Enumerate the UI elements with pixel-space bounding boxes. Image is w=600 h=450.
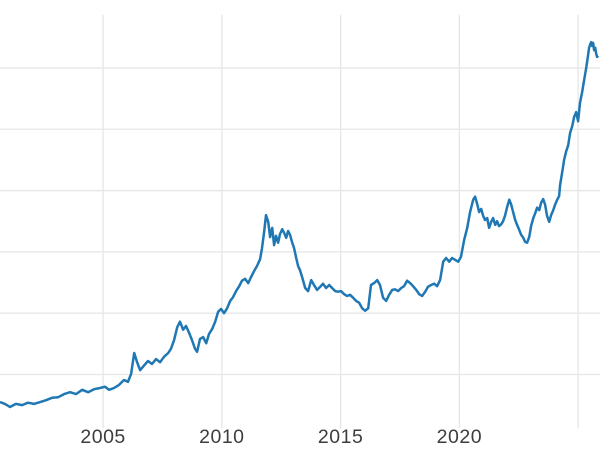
x-tick-label-2020: 2020 [436, 426, 483, 448]
price-line [0, 40, 600, 409]
x-tick-label-2010: 2010 [199, 426, 245, 448]
x-tick-label-2005: 2005 [80, 426, 126, 448]
x-tick-label-2015: 2015 [317, 426, 364, 448]
